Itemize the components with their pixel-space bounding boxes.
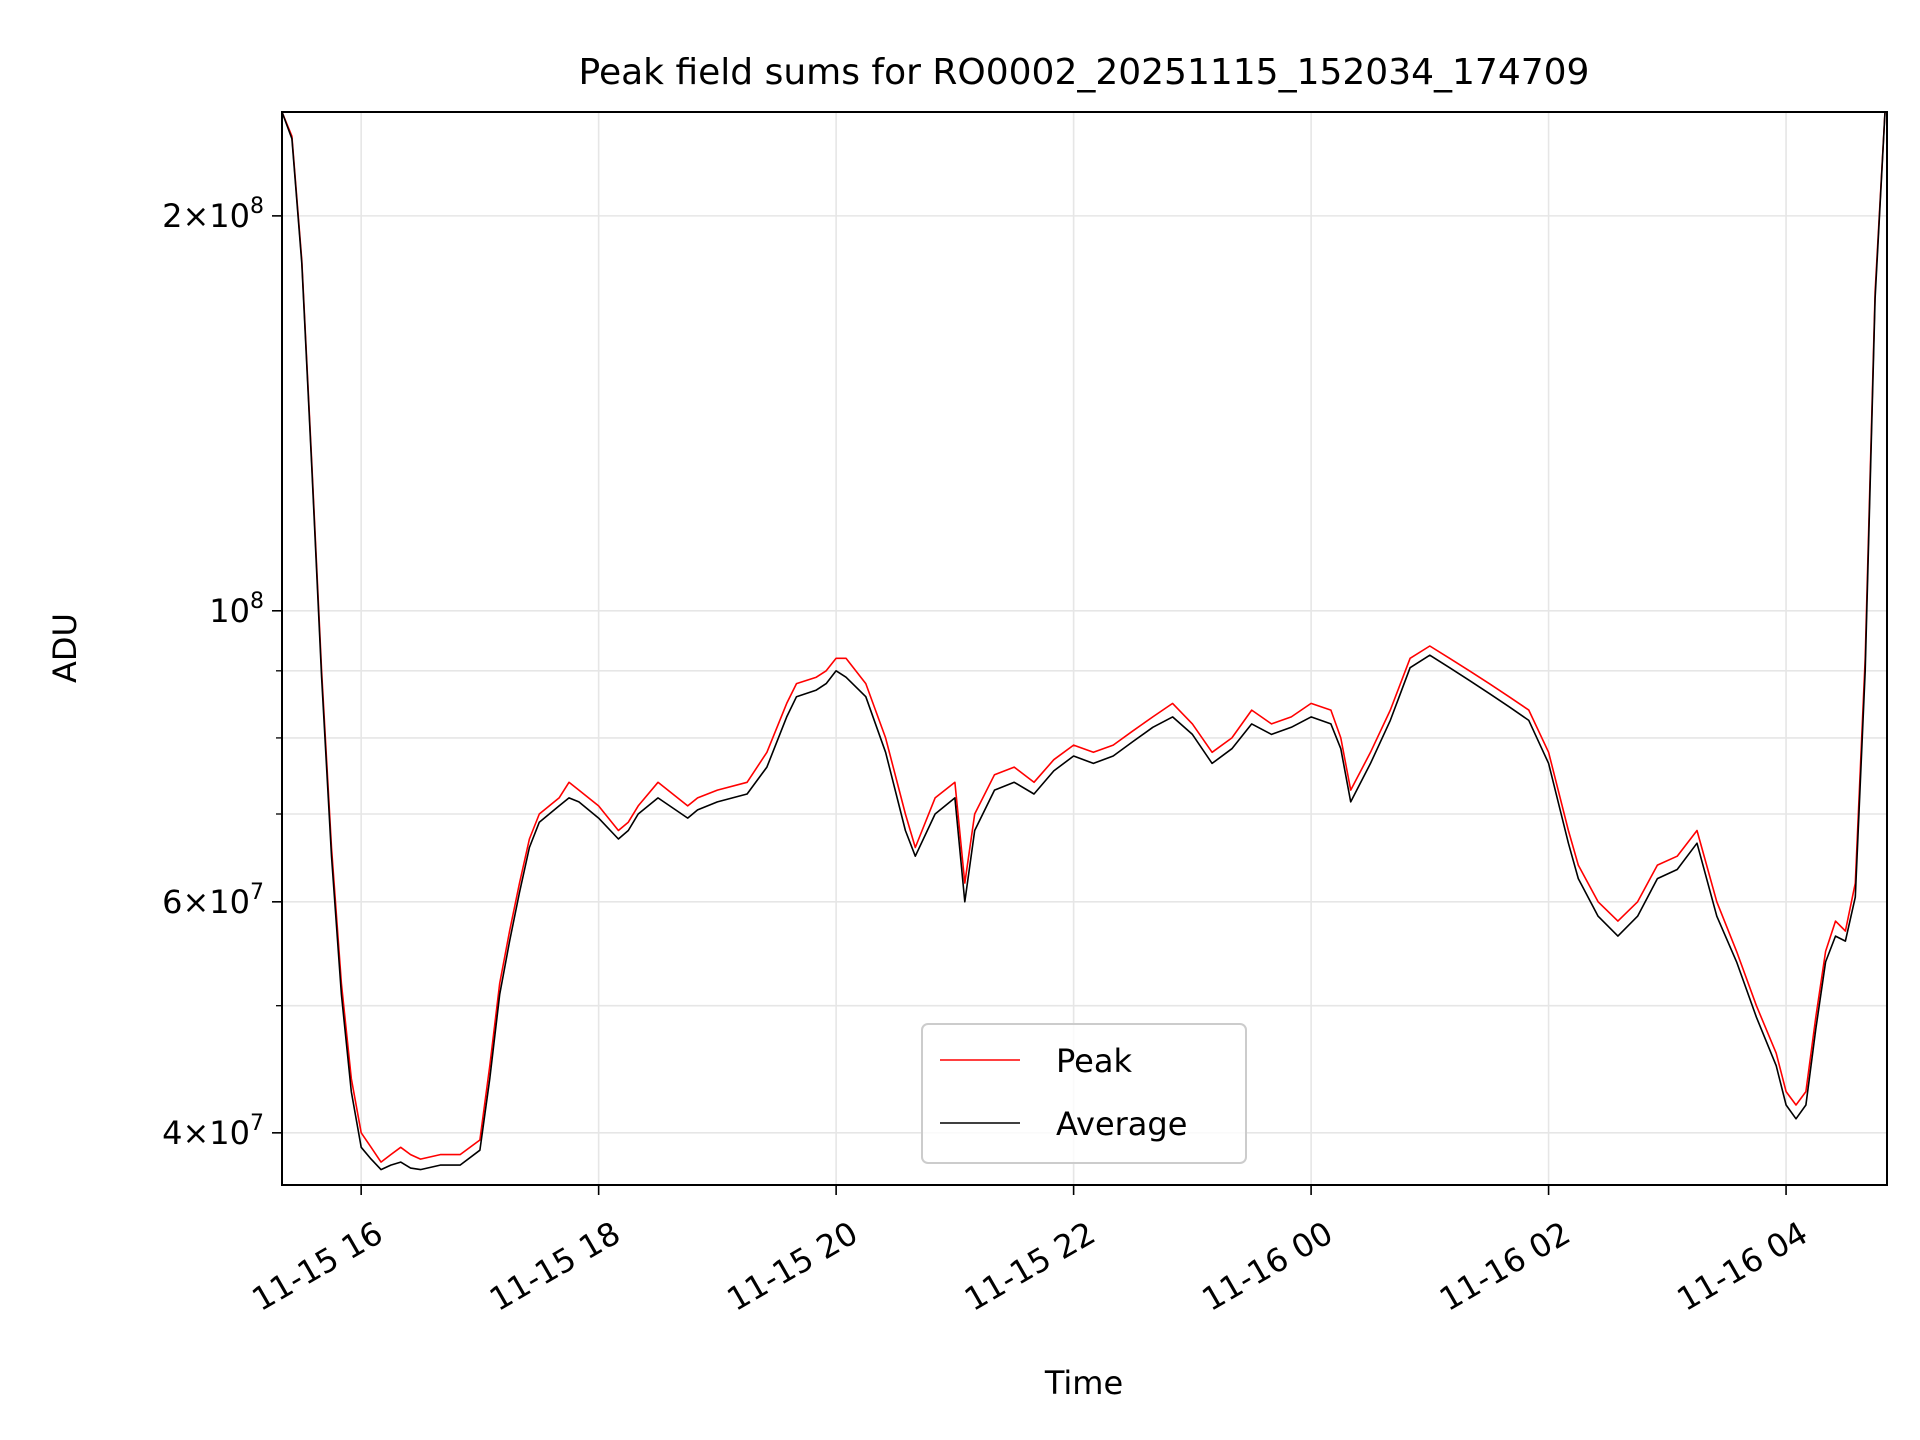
legend-label-average: Average xyxy=(1056,1105,1187,1143)
y-tick-label: 6×107 xyxy=(162,880,264,921)
y-axis-label: ADU xyxy=(46,613,84,683)
series-line-peak xyxy=(282,112,1886,1163)
x-axis-label: Time xyxy=(1044,1364,1123,1402)
series-line-average xyxy=(282,112,1886,1171)
legend-label-peak: Peak xyxy=(1056,1042,1132,1080)
legend-box xyxy=(921,1023,1247,1164)
y-tick-label: 108 xyxy=(209,589,264,630)
y-tick-label: 2×108 xyxy=(162,194,264,235)
chart-title: Peak field sums for RO0002_20251115_1520… xyxy=(579,52,1590,93)
plot-frame xyxy=(281,111,1888,1186)
y-axis-ticks: 4×107 6×107 108 2×108 xyxy=(162,194,282,1152)
legend: Peak Average xyxy=(921,1023,1247,1164)
series-lines xyxy=(282,112,1886,1171)
y-tick-label: 4×107 xyxy=(162,1111,264,1152)
